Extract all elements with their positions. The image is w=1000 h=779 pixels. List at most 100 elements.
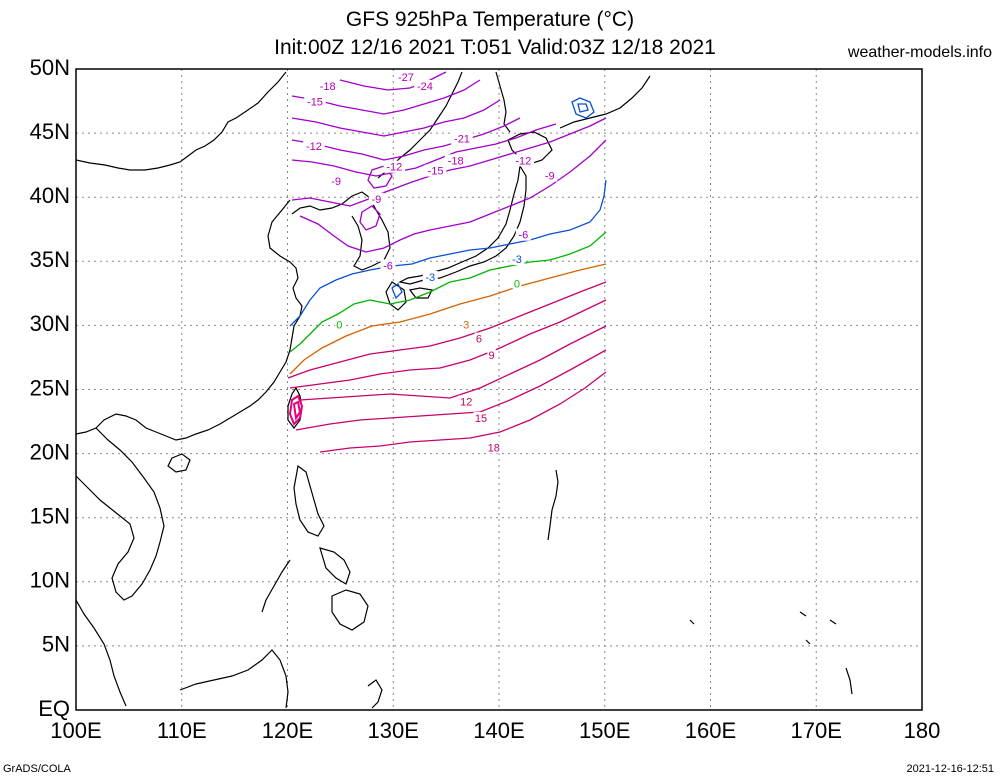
contour-label-bg (380, 259, 396, 272)
contour-label-bg (509, 253, 525, 266)
contour-label-bg (512, 277, 522, 290)
coast-china-east (76, 199, 303, 441)
lat-tick-label: 45N (30, 119, 70, 144)
coast-mindanao (331, 589, 369, 631)
contour-label: -6 (518, 230, 528, 242)
coast-shikoku (408, 287, 433, 299)
coast-luzon (293, 464, 325, 537)
contour-label-bg (328, 174, 344, 187)
chart-title-line1: GFS 925hPa Temperature (°C) (345, 8, 635, 31)
contour-neg15 (291, 117, 521, 161)
lon-tick-label: 140E (473, 718, 524, 743)
contour-neg18 (291, 99, 501, 137)
contour-label-bg (515, 228, 531, 241)
lon-tick-label: 150E (579, 718, 630, 743)
coast-palawan (261, 559, 291, 613)
coast-mariana (547, 469, 559, 541)
coast-mainland-asia (76, 71, 287, 171)
contour-label: -15 (428, 166, 444, 178)
contour-label: -12 (515, 155, 531, 167)
contour-18 (319, 371, 607, 453)
contour-label-bg (424, 164, 447, 177)
footer-software: GrADS/COLA (3, 763, 71, 775)
contour-label: 15 (475, 413, 487, 425)
lat-tick-label: 5N (42, 632, 70, 657)
contour-label: -18 (320, 81, 336, 93)
lat-tick-label: 40N (30, 183, 70, 208)
contour-label: -18 (448, 155, 464, 167)
contour-12 (299, 325, 607, 401)
contour-label-bg (486, 441, 502, 454)
contour-label-bg (422, 270, 438, 283)
coast-kyushu (385, 281, 407, 311)
map-frame (75, 68, 923, 711)
contour-label: 0 (336, 319, 342, 331)
contour-label-bg (542, 169, 558, 182)
contour-neg9-korea (359, 205, 381, 231)
contour-neg3-kyushu (391, 283, 403, 300)
contour-neg21 (291, 79, 481, 115)
coast-micronesia (689, 611, 853, 695)
contour-neg3-spot (571, 97, 595, 119)
contour-label-bg (461, 318, 471, 331)
contour-label-bg (383, 160, 406, 173)
contour-label: 9 (489, 350, 495, 362)
lon-tick-label: 100E (50, 718, 101, 743)
coast-sakhalin (495, 71, 511, 133)
contour-neg6 (299, 139, 607, 253)
contour-label: -9 (545, 171, 555, 183)
site-credit: weather-models.info (847, 44, 992, 61)
contour-label-bg (474, 332, 484, 345)
lat-tick-label: 10N (30, 568, 70, 593)
footer-timestamp: 2021-12-16-12:51 (906, 763, 994, 775)
contour-label-bg (304, 95, 326, 108)
contour-label: 3 (463, 319, 469, 331)
contour-label: -15 (307, 96, 323, 108)
coast-kamchatka-area (559, 75, 651, 129)
contour-label-bg (414, 79, 436, 92)
coast-sulawesi (367, 679, 383, 709)
contour-label: -24 (417, 81, 433, 93)
lat-tick-label: 30N (30, 311, 70, 336)
contour-neg12 (291, 123, 557, 177)
contour-label-bg (458, 395, 474, 408)
contour-label: 0 (514, 278, 520, 290)
coast-korea (291, 191, 391, 271)
lon-tick-label: 130E (368, 718, 419, 743)
lon-tick-label: 180 (904, 718, 941, 743)
contour-label: -3 (425, 272, 435, 284)
contour-15 (295, 349, 607, 431)
contour-taiwan-warm (288, 394, 304, 426)
contour-6 (287, 281, 607, 379)
contour-neg3 (289, 179, 607, 327)
lon-tick-label: 170E (791, 718, 842, 743)
lon-tick-label: 120E (262, 718, 313, 743)
lat-tick-label: 35N (30, 247, 70, 272)
contour-label: -21 (454, 134, 470, 146)
contour-label: -12 (386, 162, 402, 174)
lon-tick-label: 160E (685, 718, 736, 743)
coast-visayas (319, 547, 351, 585)
contour-label: 12 (460, 396, 472, 408)
contour-label: 6 (476, 334, 482, 346)
contour-label-bg (395, 70, 417, 83)
contour-0 (289, 231, 607, 353)
chart-title-line2: Init:00Z 12/16 2021 T:051 Valid:03Z 12/1… (274, 36, 716, 59)
lon-tick-label: 110E (157, 718, 207, 743)
contour-label: -9 (371, 194, 381, 206)
contour-label: 18 (488, 442, 500, 454)
contour-label: -27 (398, 72, 414, 84)
coast-hainan (167, 453, 191, 473)
contour-label-bg (487, 349, 496, 362)
contour-label: -3 (512, 254, 522, 266)
contour-label-bg (368, 192, 384, 205)
coast-indochina (76, 427, 165, 601)
contour-9 (289, 299, 607, 389)
temperature-contours (287, 71, 607, 453)
lat-tick-label: 50N (30, 55, 70, 80)
graticule (76, 69, 922, 710)
coast-borneo (179, 649, 289, 709)
contour-label: -12 (306, 141, 322, 153)
